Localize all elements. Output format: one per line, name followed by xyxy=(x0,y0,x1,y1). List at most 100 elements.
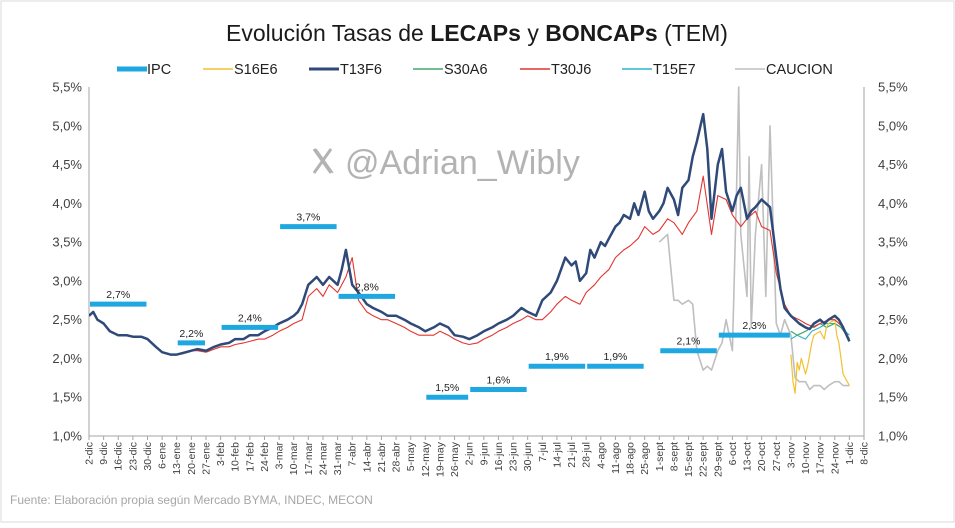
legend-label: T30J6 xyxy=(551,62,591,78)
y-tick-label-left: 2,0% xyxy=(52,351,82,366)
ipc-segment: 2,7% xyxy=(90,289,147,307)
x-tick-label: 5-may xyxy=(405,441,417,471)
ipc-segment: 3,7% xyxy=(280,212,337,230)
x-tick-label: 2-dic xyxy=(84,442,96,465)
ipc-label: 3,7% xyxy=(296,212,320,224)
x-tick-label: 20-oct xyxy=(756,442,768,471)
x-logo-icon xyxy=(312,148,334,174)
x-tick-label: 14-abr xyxy=(361,442,373,473)
source-note: Fuente: Elaboración propia según Mercado… xyxy=(10,493,373,507)
ipc-label: 2,4% xyxy=(238,312,262,324)
legend-item: T30J6 xyxy=(520,62,591,78)
ipc-label: 1,9% xyxy=(603,351,627,363)
x-tick-label: 23-dic xyxy=(127,442,139,471)
ipc-segment: 2,4% xyxy=(221,312,279,330)
chart-title-part: BONCAPs xyxy=(545,20,657,46)
x-tick-label: 17-feb xyxy=(244,442,256,472)
x-tick-label: 16-dic xyxy=(113,442,125,471)
y-tick-label-right: 2,0% xyxy=(878,351,908,366)
legend-item: CAUCION xyxy=(735,62,833,78)
ipc-segment: 1,6% xyxy=(470,374,527,392)
x-tick-label: 6-oct xyxy=(727,442,739,465)
x-tick-label: 24-mar xyxy=(317,442,329,476)
x-tick-label: 18-ago xyxy=(625,442,637,475)
x-tick-label: 9-jun xyxy=(478,442,490,466)
x-tick-label: 3-feb xyxy=(215,442,227,466)
legend-item: S30A6 xyxy=(413,62,488,78)
y-tick-label-left: 4,5% xyxy=(52,157,82,172)
ipc-segment: 2,2% xyxy=(177,328,205,346)
x-tick-label: 17-nov xyxy=(815,441,827,474)
x-axis: 2-dic 9-dic 16-dic 23-dic 30-dic 6-ene 13-ene 2… xyxy=(84,435,871,477)
series-line xyxy=(89,175,850,356)
y-tick-label-right: 3,5% xyxy=(878,235,908,250)
y-axis-right: 1,0% 1,5% 2,0% 2,5% 3,0% 3,5% 4,0% 4,5% 5,0% 5,5% xyxy=(863,80,908,444)
x-tick-label: 10-mar xyxy=(288,442,300,476)
y-tick-label-right: 1,0% xyxy=(878,429,908,444)
x-tick-label: 8-sept xyxy=(668,442,680,471)
x-tick-label: 4-ago xyxy=(595,442,607,469)
ipc-segment: 1,9% xyxy=(528,351,586,369)
x-tick-label: 16-jun xyxy=(493,442,505,471)
x-tick-label: 1-sept xyxy=(654,442,666,471)
ipc-label: 2,1% xyxy=(677,336,701,348)
x-tick-label: 11-ago xyxy=(610,442,622,474)
ipc-segment: 1,5% xyxy=(426,382,469,400)
x-tick-label: 22-sept xyxy=(698,442,710,477)
ipc-label: 1,5% xyxy=(435,382,459,394)
x-tick-label: 10-nov xyxy=(800,441,812,474)
x-tick-label: 24-feb xyxy=(259,442,271,472)
x-tick-label: 27-ene xyxy=(200,442,212,475)
ipc-label: 1,6% xyxy=(486,374,510,386)
x-tick-label: 23-jun xyxy=(508,442,520,471)
x-tick-label: 3-nov xyxy=(785,441,797,468)
legend-label: T15E7 xyxy=(653,62,696,78)
series-t30j6 xyxy=(89,175,850,356)
x-tick-label: 26-may xyxy=(449,441,461,477)
ipc-segment: 2,1% xyxy=(660,336,717,354)
x-tick-label: 24-nov xyxy=(829,441,841,474)
ipc-segment: 2,3% xyxy=(718,320,790,338)
x-tick-label: 25-ago xyxy=(639,442,651,475)
x-tick-label: 1-dic xyxy=(844,442,856,465)
y-tick-label-right: 3,0% xyxy=(878,273,908,288)
x-tick-label: 29-sept xyxy=(712,442,724,477)
legend-item: T13F6 xyxy=(309,62,382,78)
x-tick-label: 30-jun xyxy=(522,442,534,471)
series-ipc: 2,7% 2,2% 2,4% 3,7% 2,8% 1,5% 1,6% 1,9% 1,9% 2,1%… xyxy=(90,212,790,400)
y-tick-label-right: 5,5% xyxy=(878,80,908,95)
series-line xyxy=(658,86,850,391)
chart-title: Evolución Tasas de LECAPs y BONCAPs (TEM… xyxy=(226,20,728,46)
legend-label: IPC xyxy=(147,62,171,78)
x-tick-label: 10-feb xyxy=(230,442,242,472)
y-tick-label-left: 4,0% xyxy=(52,196,82,211)
y-tick-label-right: 2,5% xyxy=(878,312,908,327)
x-tick-label: 12-may xyxy=(420,441,432,477)
legend-label: CAUCION xyxy=(766,62,833,78)
ipc-label: 1,9% xyxy=(545,351,569,363)
y-tick-label-left: 1,5% xyxy=(52,390,82,405)
ipc-label: 2,7% xyxy=(106,289,130,301)
legend-label: T13F6 xyxy=(340,62,382,78)
y-tick-label-left: 5,0% xyxy=(52,118,82,133)
x-tick-label: 15-sept xyxy=(683,442,695,477)
watermark-handle: @Adrian_Wibly xyxy=(345,144,580,182)
chart-title-part: LECAPs xyxy=(430,20,521,46)
x-tick-label: 3-mar xyxy=(274,441,286,469)
chart-legend: IPC S16E6 T13F6 S30A6 T30J6 T15E7 CAUCION xyxy=(117,62,833,78)
legend-item: T15E7 xyxy=(622,62,696,78)
x-tick-label: 13-oct xyxy=(742,442,754,471)
y-tick-label-left: 1,0% xyxy=(52,429,82,444)
x-tick-label: 17-mar xyxy=(303,442,315,476)
x-tick-label: 21-jul xyxy=(566,442,578,468)
y-tick-label-right: 4,0% xyxy=(878,196,908,211)
ipc-segment: 2,8% xyxy=(338,281,396,299)
legend-label: S16E6 xyxy=(234,62,278,78)
x-tick-label: 28-abr xyxy=(391,442,403,473)
x-tick-label: 20-ene xyxy=(186,442,198,475)
x-tick-label: 8-dic xyxy=(859,442,871,465)
x-tick-label: 9-dic xyxy=(98,442,110,465)
